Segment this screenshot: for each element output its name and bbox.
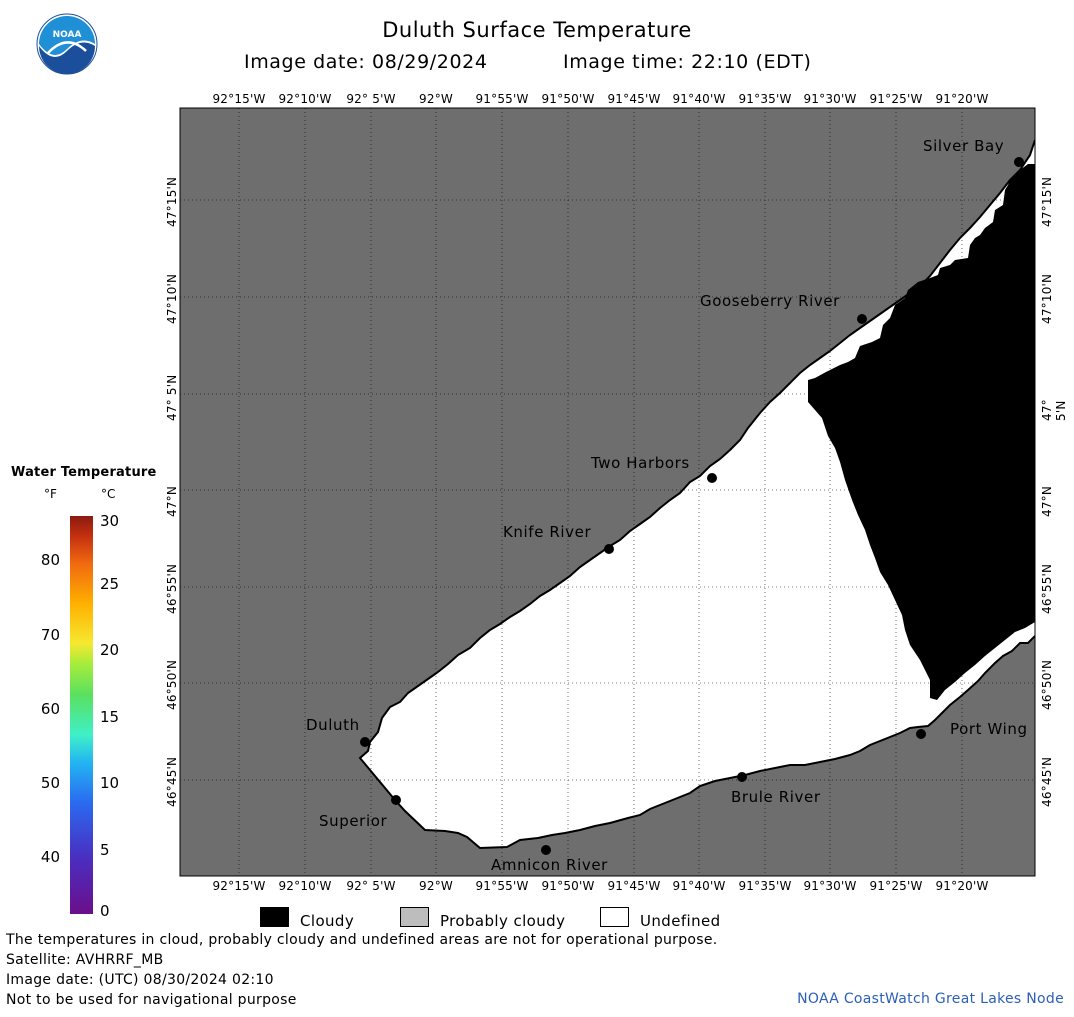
lat-label-left: 47°15'N	[165, 176, 179, 227]
lat-label-left: 46°55'N	[165, 563, 179, 614]
lat-label-right: 46°45'N	[1040, 756, 1054, 807]
colorbar-tick-c: 10	[100, 774, 120, 792]
lon-label-bottom: 92°W	[419, 879, 453, 893]
place-marker	[857, 314, 867, 324]
place-marker	[707, 473, 717, 483]
lon-label-top: 91°45'W	[607, 92, 661, 106]
lon-label-bottom: 92°15'W	[212, 879, 266, 893]
lon-label-top: 91°35'W	[738, 92, 792, 106]
lon-label-bottom: 92° 5'W	[346, 879, 396, 893]
lon-label-top: 91°20'W	[935, 92, 989, 106]
colorbar-tick-f: 70	[40, 626, 60, 644]
image-date: Image date: 08/29/2024	[244, 51, 488, 73]
legend-label-probably-cloudy: Probably cloudy	[440, 912, 566, 930]
footer-nav-warning: Not to be used for navigational purpose	[6, 992, 297, 1008]
place-brule-river: Brule River	[731, 788, 821, 806]
legend-swatch-cloudy	[260, 907, 289, 927]
place-marker	[604, 544, 614, 554]
colorbar	[70, 516, 93, 914]
lat-label-right: 47° 5'N	[1040, 399, 1068, 421]
lon-label-top: 91°25'W	[869, 92, 923, 106]
lon-label-top: 92°10'W	[278, 92, 332, 106]
lon-label-top: 91°55'W	[475, 92, 529, 106]
place-marker	[916, 729, 926, 739]
lat-label-right: 47°15'N	[1040, 176, 1054, 227]
place-amnicon-river: Amnicon River	[491, 856, 608, 874]
lat-label-left: 47°10'N	[165, 273, 179, 324]
noaa-logo-text: NOAA	[53, 30, 82, 40]
legend-swatch-undefined	[600, 907, 629, 927]
place-marker	[360, 737, 370, 747]
colorbar-tick-c: 20	[100, 641, 120, 659]
lon-label-bottom: 91°50'W	[541, 879, 595, 893]
footer-note: The temperatures in cloud, probably clou…	[6, 932, 718, 948]
place-marker	[1014, 157, 1024, 167]
lon-label-top: 91°50'W	[541, 92, 595, 106]
place-silver-bay: Silver Bay	[923, 137, 1005, 155]
colorbar-unit-c: °C	[101, 487, 116, 501]
place-port-wing: Port Wing	[950, 720, 1028, 738]
lon-label-bottom: 91°45'W	[607, 879, 661, 893]
lon-label-bottom: 91°55'W	[475, 879, 529, 893]
lat-label-left: 47°N	[165, 485, 179, 517]
colorbar-tick-f: 40	[40, 848, 60, 866]
lon-label-bottom: 91°35'W	[738, 879, 792, 893]
lat-label-left: 46°45'N	[165, 756, 179, 807]
place-knife-river: Knife River	[503, 523, 592, 541]
lat-label-right: 47°N	[1040, 485, 1054, 517]
lon-label-top: 92°15'W	[212, 92, 266, 106]
lon-label-bottom: 92°10'W	[278, 879, 332, 893]
lon-label-top: 92°W	[419, 92, 453, 106]
colorbar-tick-c: 5	[100, 841, 110, 859]
lon-label-bottom: 91°20'W	[935, 879, 989, 893]
lat-label-right: 46°55'N	[1040, 563, 1054, 614]
place-superior: Superior	[319, 812, 388, 830]
place-marker	[391, 795, 401, 805]
footer-utc-date: Image date: (UTC) 08/30/2024 02:10	[6, 972, 274, 988]
lon-label-top: 92° 5'W	[346, 92, 396, 106]
image-time: Image time: 22:10 (EDT)	[563, 51, 812, 73]
place-marker	[541, 845, 551, 855]
place-marker	[737, 772, 747, 782]
lat-label-left: 46°50'N	[165, 659, 179, 710]
colorbar-tick-c: 15	[100, 708, 120, 726]
colorbar-tick-c: 0	[100, 902, 110, 920]
lat-label-right: 47°10'N	[1040, 273, 1054, 324]
legend-label-undefined: Undefined	[640, 912, 721, 930]
lon-label-bottom: 91°25'W	[869, 879, 923, 893]
cloud-area	[808, 164, 1035, 700]
legend-label-cloudy: Cloudy	[300, 912, 355, 930]
colorbar-unit-f: °F	[44, 487, 57, 501]
lake-water	[360, 140, 1035, 848]
lat-label-left: 47° 5'N	[165, 374, 179, 421]
colorbar-tick-f: 60	[40, 700, 60, 718]
colorbar-title: Water Temperature	[11, 465, 157, 480]
colorbar-tick-f: 80	[40, 551, 60, 569]
footer-satellite: Satellite: AVHRRF_MB	[6, 952, 164, 968]
legend-swatch-probably-cloudy	[400, 907, 429, 927]
place-two-harbors: Two Harbors	[591, 454, 690, 472]
colorbar-tick-f: 50	[40, 774, 60, 792]
lat-label-right: 46°50'N	[1040, 659, 1054, 710]
place-gooseberry-river: Gooseberry River	[700, 292, 840, 310]
lon-label-top: 91°40'W	[672, 92, 726, 106]
colorbar-tick-c: 25	[100, 575, 120, 593]
page-title: Duluth Surface Temperature	[382, 18, 692, 42]
lon-label-top: 91°30'W	[803, 92, 857, 106]
lon-label-bottom: 91°40'W	[672, 879, 726, 893]
place-duluth: Duluth	[306, 716, 360, 734]
colorbar-tick-c: 30	[100, 512, 120, 530]
lon-label-bottom: 91°30'W	[803, 879, 857, 893]
noaa-logo: NOAA	[36, 13, 98, 79]
footer-credit: NOAA CoastWatch Great Lakes Node	[797, 991, 1064, 1007]
